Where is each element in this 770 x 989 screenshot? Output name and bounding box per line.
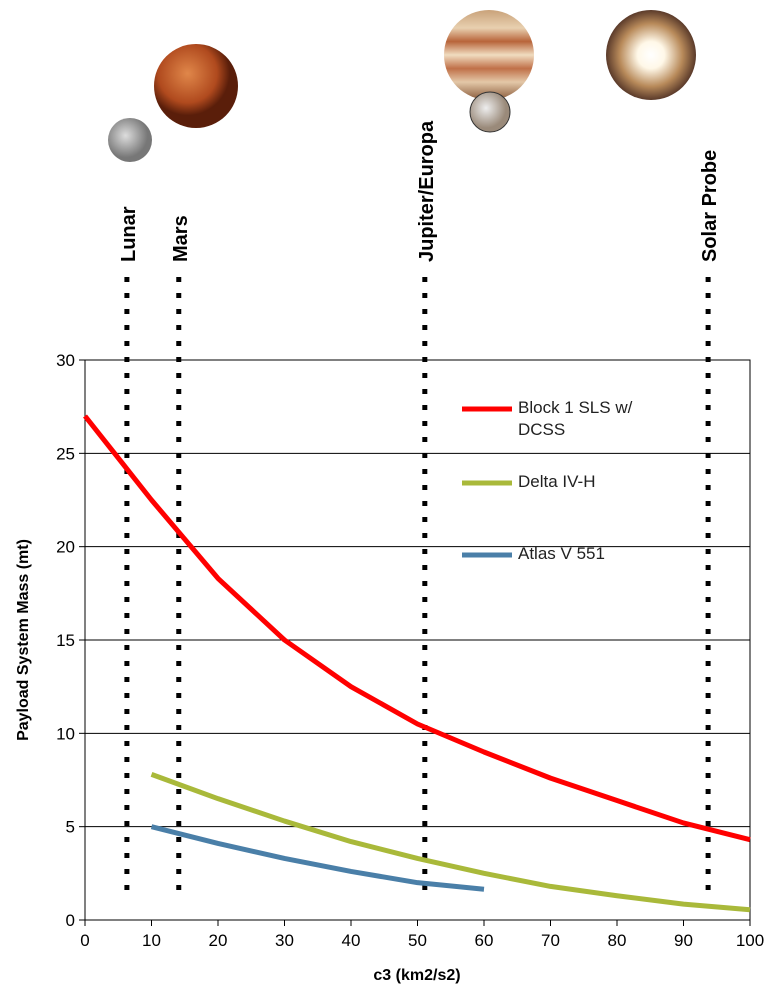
moon-image [108,118,152,162]
sun-image [606,10,696,100]
y-tick-label: 25 [56,444,75,463]
x-tick-label: 20 [209,931,228,950]
chart: c3 (km2/s2) Payload System Mass (mt) 0 5 1… [0,0,770,989]
y-tick-label: 5 [66,818,75,837]
destination-label: Mars [170,215,192,262]
legend-label: Block 1 SLS w/ DCSS [518,397,658,441]
destination-label: Jupiter/Europa [416,120,438,262]
mars-image [154,44,238,128]
legend-label: Atlas V 551 [518,543,658,565]
destination-label: Solar Probe [699,150,721,262]
destination-label: Lunar [118,206,140,262]
y-axis-title: Payload System Mass (mt) [15,539,32,741]
x-tick-label: 100 [736,931,764,950]
x-tick-label: 30 [275,931,294,950]
legend-entry: Delta IV-H [518,471,658,521]
y-tick-label: 0 [66,911,75,930]
x-tick-label: 50 [408,931,427,950]
jupiter-image [444,10,534,100]
y-tick-label: 15 [56,631,75,650]
legend-entry: Atlas V 551 [518,543,658,593]
europa-image [470,92,510,132]
y-tick-label: 20 [56,538,75,557]
legend-label: Delta IV-H [518,471,658,493]
x-tick-label: 40 [342,931,361,950]
x-tick-label: 90 [674,931,693,950]
legend-entry: Block 1 SLS w/ DCSS [518,397,658,447]
x-axis-title: c3 (km2/s2) [373,967,460,984]
x-tick-label: 60 [475,931,494,950]
x-tick-label: 70 [541,931,560,950]
x-tick-label: 10 [142,931,161,950]
y-tick-label: 30 [56,351,75,370]
x-tick-label: 0 [80,931,89,950]
x-tick-label: 80 [608,931,627,950]
y-tick-label: 10 [56,724,75,743]
illustrations [108,10,696,162]
